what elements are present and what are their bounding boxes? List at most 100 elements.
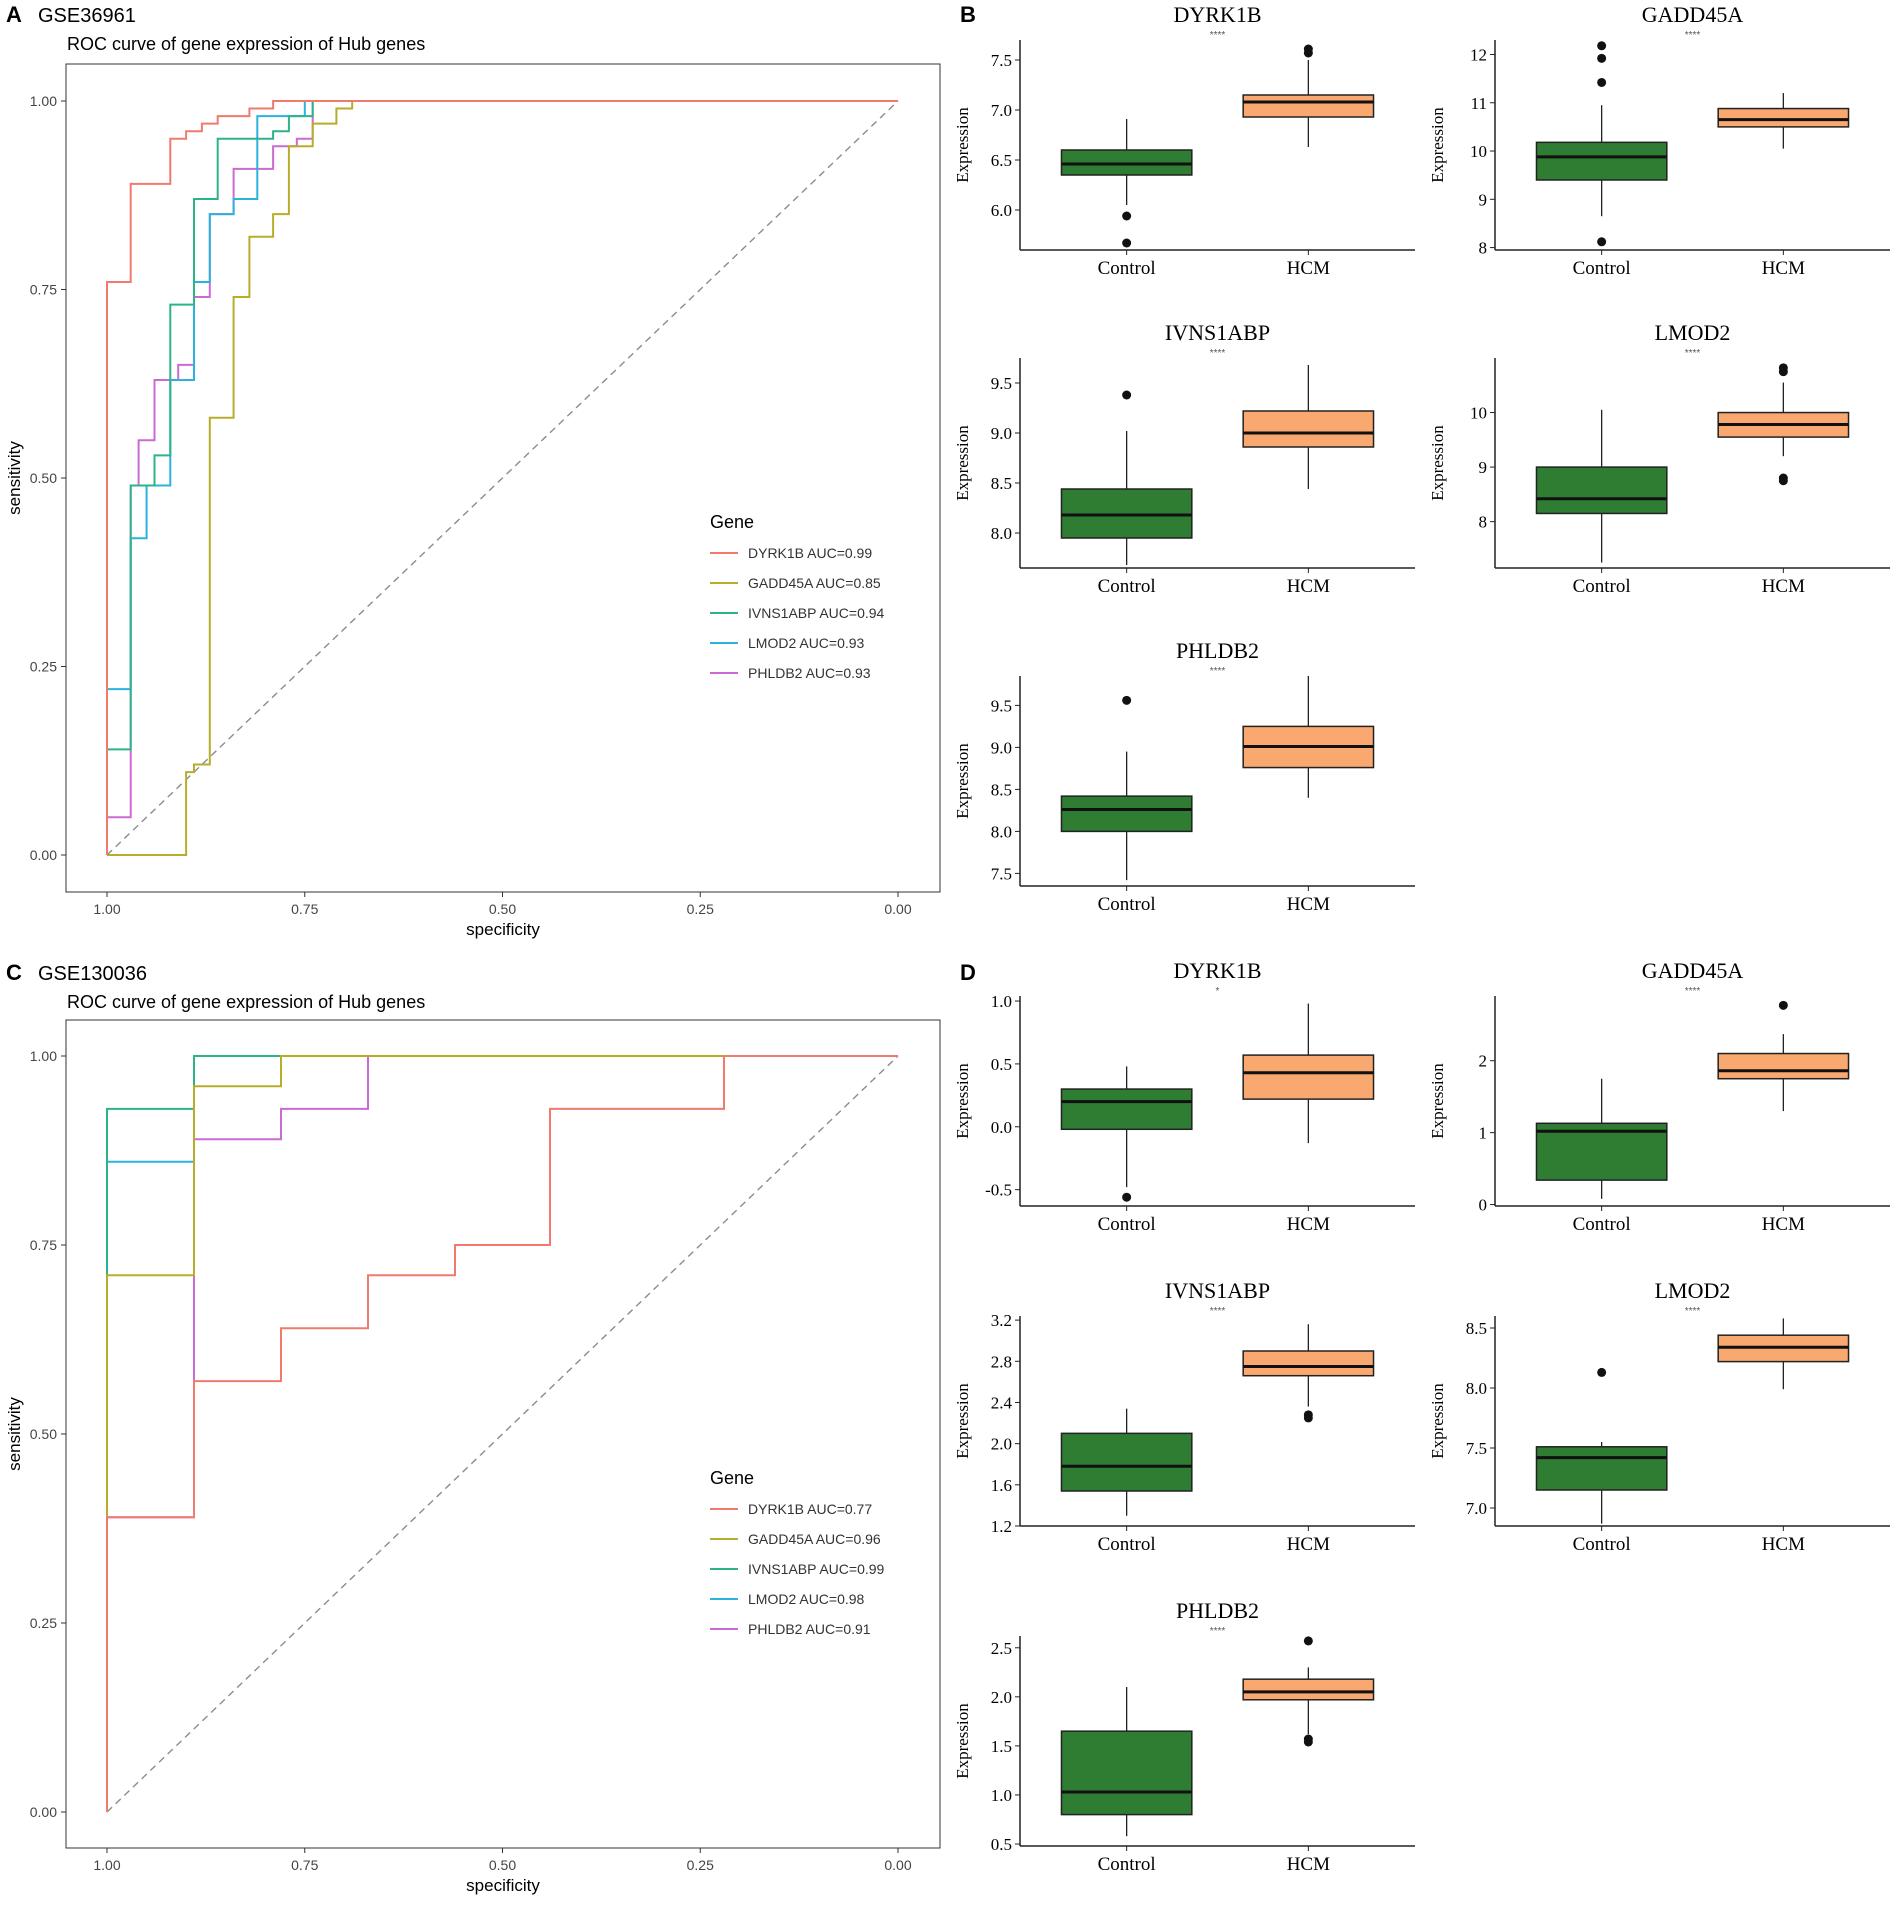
y-tick-label: 8.5 bbox=[1466, 1319, 1487, 1338]
y-axis-title: Expression bbox=[1428, 1063, 1447, 1139]
y-tick-label: 1.2 bbox=[991, 1517, 1012, 1536]
y-tick-label: 9 bbox=[1479, 458, 1488, 477]
outlier-point bbox=[1122, 695, 1132, 705]
x-tick-label-hcm: HCM bbox=[1287, 894, 1330, 915]
roc-line-dyrk1b bbox=[106, 1055, 898, 1812]
panel-c-dataset: GSE130036 bbox=[38, 963, 147, 985]
x-axis-title: specificity bbox=[466, 1876, 540, 1895]
y-tick-label: 8.0 bbox=[1466, 1379, 1487, 1398]
x-tick-label-hcm: HCM bbox=[1287, 576, 1330, 597]
box-hcm bbox=[1242, 94, 1375, 118]
y-tick-label: 0.75 bbox=[30, 282, 57, 298]
y-tick-label: 0 bbox=[1479, 1196, 1488, 1215]
y-tick-label: 2.0 bbox=[991, 1435, 1012, 1454]
significance-label: **** bbox=[1210, 348, 1226, 359]
y-axis-title: Expression bbox=[953, 425, 972, 501]
boxplot-title-gadd45a: GADD45A bbox=[1642, 958, 1744, 983]
boxplot-title-lmod2: LMOD2 bbox=[1655, 320, 1731, 345]
y-axis-title: Expression bbox=[1428, 425, 1447, 501]
y-axis-title: Expression bbox=[1428, 1383, 1447, 1459]
y-tick-label: 7.0 bbox=[991, 101, 1012, 120]
x-tick-label: 0.25 bbox=[687, 1857, 714, 1873]
boxplot-title-dyrk1b: DYRK1B bbox=[1173, 2, 1261, 27]
x-tick-label-hcm: HCM bbox=[1762, 1534, 1805, 1555]
box-control bbox=[1060, 1088, 1193, 1131]
y-tick-label: 1.5 bbox=[991, 1737, 1012, 1756]
x-tick-label: 0.75 bbox=[291, 1857, 318, 1873]
y-tick-label: 8.0 bbox=[991, 524, 1012, 543]
y-axis-title: Expression bbox=[953, 107, 972, 183]
outlier-point bbox=[1597, 41, 1607, 51]
y-tick-label: 7.5 bbox=[1466, 1439, 1487, 1458]
y-tick-label: 0.00 bbox=[30, 1804, 57, 1820]
y-axis-title: Expression bbox=[953, 1703, 972, 1779]
x-tick-label: 0.00 bbox=[884, 901, 911, 917]
legend-label-phldb2: PHLDB2 AUC=0.93 bbox=[748, 665, 871, 681]
y-tick-label: 2.8 bbox=[991, 1352, 1012, 1371]
y-axis-title: Expression bbox=[953, 743, 972, 819]
y-axis-title: Expression bbox=[953, 1383, 972, 1459]
y-tick-label: 0.75 bbox=[30, 1237, 57, 1253]
panel-letter-c: C bbox=[6, 960, 22, 985]
panel-a-subtitle: ROC curve of gene expression of Hub gene… bbox=[67, 34, 425, 54]
y-tick-label: 8 bbox=[1479, 513, 1488, 532]
x-tick-label-control: Control bbox=[1573, 576, 1631, 597]
y-tick-label: 2 bbox=[1479, 1052, 1488, 1071]
x-tick-label-control: Control bbox=[1098, 576, 1156, 597]
x-tick-label: 0.25 bbox=[687, 901, 714, 917]
outlier-point bbox=[1597, 237, 1607, 247]
reference-diagonal bbox=[106, 1055, 899, 1813]
legend-label-dyrk1b: DYRK1B AUC=0.77 bbox=[748, 1501, 872, 1517]
x-tick-label: 0.50 bbox=[489, 1857, 516, 1873]
boxplot-title-gadd45a: GADD45A bbox=[1642, 2, 1744, 27]
x-tick-label-control: Control bbox=[1573, 258, 1631, 279]
y-axis-title: Expression bbox=[953, 1063, 972, 1139]
y-tick-label: 2.0 bbox=[991, 1688, 1012, 1707]
y-tick-label: -0.5 bbox=[985, 1181, 1012, 1200]
significance-label: **** bbox=[1210, 666, 1226, 677]
outlier-point bbox=[1303, 1737, 1313, 1747]
boxplot-title-dyrk1b: DYRK1B bbox=[1173, 958, 1261, 983]
roc-chart-c: 0.00 0.25 0.50 0.75 1.00 1.00 0.75 0.50 0.25 0.00… bbox=[5, 1019, 941, 1895]
y-tick-label: 1.00 bbox=[30, 93, 57, 109]
box-control bbox=[1060, 1432, 1193, 1492]
plot-frame bbox=[65, 1019, 941, 1849]
y-tick-label: 1 bbox=[1479, 1124, 1488, 1143]
x-tick-label-hcm: HCM bbox=[1287, 258, 1330, 279]
legend-label-gadd45a: GADD45A AUC=0.96 bbox=[748, 1531, 881, 1547]
y-tick-label: 12 bbox=[1470, 45, 1487, 64]
panel-c-subtitle: ROC curve of gene expression of Hub gene… bbox=[67, 992, 425, 1012]
box-hcm bbox=[1242, 1350, 1375, 1377]
y-tick-label: 8.5 bbox=[991, 780, 1012, 799]
y-tick-label: 0.50 bbox=[30, 470, 57, 486]
y-axis-title: sensitivity bbox=[5, 441, 24, 515]
outlier-point bbox=[1778, 476, 1788, 486]
box-control bbox=[1060, 1730, 1193, 1816]
y-tick-label: 2.5 bbox=[991, 1639, 1012, 1658]
y-tick-label: 7.0 bbox=[1466, 1499, 1487, 1518]
x-tick-label: 1.00 bbox=[93, 1857, 120, 1873]
y-axis-title: sensitivity bbox=[5, 1397, 24, 1471]
box-hcm bbox=[1717, 1052, 1850, 1080]
roc-line-gadd45a bbox=[107, 100, 898, 856]
box-hcm bbox=[1242, 1054, 1375, 1100]
x-tick-label: 0.50 bbox=[489, 901, 516, 917]
outlier-point bbox=[1778, 1000, 1788, 1010]
x-tick-label-control: Control bbox=[1573, 1534, 1631, 1555]
y-tick-label: 0.0 bbox=[991, 1118, 1012, 1137]
y-axis-title: Expression bbox=[1428, 107, 1447, 183]
box-hcm bbox=[1242, 1678, 1375, 1701]
box-hcm bbox=[1717, 107, 1850, 128]
legend-label-dyrk1b: DYRK1B AUC=0.99 bbox=[748, 545, 872, 561]
y-tick-label: 8 bbox=[1479, 239, 1488, 258]
y-tick-label: 7.5 bbox=[991, 864, 1012, 883]
outlier-point bbox=[1122, 1192, 1132, 1202]
x-tick-label: 1.00 bbox=[93, 901, 120, 917]
boxplot-title-phldb2: PHLDB2 bbox=[1176, 638, 1259, 663]
legend-label-phldb2: PHLDB2 AUC=0.91 bbox=[748, 1621, 871, 1637]
x-tick-label-hcm: HCM bbox=[1287, 1534, 1330, 1555]
boxplot-title-phldb2: PHLDB2 bbox=[1176, 1598, 1259, 1623]
x-tick-label-control: Control bbox=[1098, 1214, 1156, 1235]
y-tick-label: 1.6 bbox=[991, 1476, 1012, 1495]
y-tick-label: 6.0 bbox=[991, 201, 1012, 220]
